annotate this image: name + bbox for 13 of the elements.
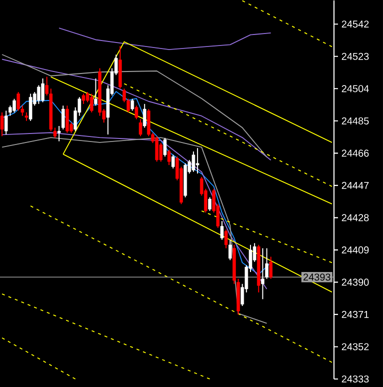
y-tick-label: 24485 bbox=[342, 117, 369, 124]
y-tick-label: 24333 bbox=[342, 375, 369, 383]
y-tick-label: 24428 bbox=[342, 214, 369, 222]
ref-line-label: 24393 bbox=[303, 274, 330, 281]
y-tick-label: 24447 bbox=[342, 182, 369, 189]
y-tick-label: 24542 bbox=[342, 20, 369, 28]
y-tick-label: 24409 bbox=[342, 246, 369, 254]
y-tick-label: 24390 bbox=[342, 278, 369, 286]
y-tick-label: 24504 bbox=[342, 85, 369, 92]
y-tick-label: 24466 bbox=[342, 150, 369, 157]
y-tick-label: 24371 bbox=[342, 310, 369, 318]
y-tick-label: 24352 bbox=[342, 343, 369, 350]
y-tick-label: 24523 bbox=[342, 52, 369, 60]
